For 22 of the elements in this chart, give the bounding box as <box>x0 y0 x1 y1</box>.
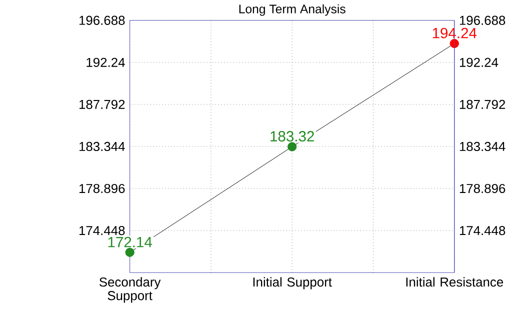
y-tick-label: 192.24 <box>86 58 125 67</box>
x-tick-label: Initial Support <box>253 276 332 290</box>
point <box>288 142 297 152</box>
chart-title: Long Term Analysis <box>239 4 346 16</box>
y-tick-label: 187.792 <box>80 100 125 109</box>
y-tick-label: 183.344 <box>80 142 125 151</box>
point <box>125 248 134 257</box>
data-label: 194.24 <box>432 28 477 38</box>
y2-tick-label: 183.344 <box>460 142 506 151</box>
data-label: 183.32 <box>270 130 314 142</box>
data-label: 172.14 <box>108 236 152 247</box>
y-tick-label: 196.688 <box>80 16 125 25</box>
x-tick-label: Initial Resistance <box>406 276 504 286</box>
y2-tick-label: 192.24 <box>460 58 498 67</box>
y-tick-label: 178.896 <box>80 184 125 193</box>
x-tick-label: Secondary Support <box>99 276 161 303</box>
y-tick-label: 174.448 <box>80 226 125 235</box>
y2-tick-label: 174.448 <box>460 226 506 235</box>
y2-tick-label: 178.896 <box>460 184 506 193</box>
y2-tick-label: 196.688 <box>460 16 506 25</box>
y2-tick-label: 187.792 <box>460 100 506 109</box>
point <box>450 38 459 48</box>
